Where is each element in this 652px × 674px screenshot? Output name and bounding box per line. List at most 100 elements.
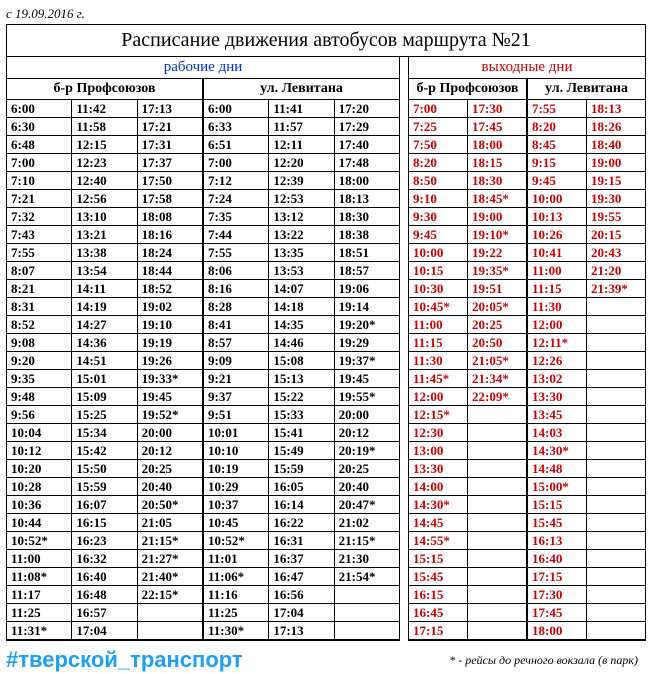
time-cell: 16:23 bbox=[72, 532, 136, 550]
time-cell: 15:25 bbox=[72, 406, 136, 424]
time-cell: 19:19 bbox=[138, 334, 202, 352]
time-cell bbox=[587, 388, 645, 406]
time-cell: 19:26 bbox=[138, 352, 202, 370]
time-cell: 19:00 bbox=[587, 154, 645, 172]
time-cell bbox=[138, 604, 202, 622]
time-cell: 12:11* bbox=[528, 334, 586, 352]
time-cell: 11:00 bbox=[7, 550, 71, 568]
times-block: 6:006:306:487:007:107:217:327:437:558:07… bbox=[7, 100, 202, 640]
time-cell: 18:15 bbox=[468, 154, 526, 172]
weekends-stop-2: ул. Левитана bbox=[526, 79, 645, 100]
time-column: 11:4211:5812:1512:2312:4012:5613:1013:21… bbox=[71, 100, 136, 640]
time-cell: 14:11 bbox=[72, 280, 136, 298]
time-cell bbox=[587, 478, 645, 496]
time-cell: 18:08 bbox=[138, 208, 202, 226]
time-cell bbox=[587, 568, 645, 586]
time-cell: 13:00 bbox=[409, 442, 467, 460]
time-cell: 10:37 bbox=[204, 496, 268, 514]
time-cell: 17:30 bbox=[468, 100, 526, 118]
time-cell: 18:30 bbox=[468, 172, 526, 190]
time-column: 17:2017:2917:4017:4818:0018:1318:3018:38… bbox=[334, 100, 399, 640]
time-cell: 20:40 bbox=[335, 478, 399, 496]
time-cell: 21:40* bbox=[138, 568, 202, 586]
time-cell: 12:56 bbox=[72, 190, 136, 208]
time-cell: 20:50 bbox=[468, 334, 526, 352]
time-cell: 9:45 bbox=[409, 226, 467, 244]
time-cell: 18:30 bbox=[335, 208, 399, 226]
time-cell: 12:15* bbox=[409, 406, 467, 424]
time-cell: 11:16 bbox=[204, 586, 268, 604]
time-cell: 13:21 bbox=[72, 226, 136, 244]
time-cell: 12:23 bbox=[72, 154, 136, 172]
time-cell: 20:05* bbox=[468, 298, 526, 316]
time-cell: 19:33* bbox=[138, 370, 202, 388]
time-cell: 17:29 bbox=[335, 118, 399, 136]
time-cell: 7:00 bbox=[409, 100, 467, 118]
time-cell: 14:36 bbox=[72, 334, 136, 352]
time-cell: 11:58 bbox=[72, 118, 136, 136]
time-cell: 19:55 bbox=[587, 208, 645, 226]
time-cell: 12:53 bbox=[269, 190, 333, 208]
workdays-block: рабочие дни б-р Профсоюзов ул. Левитана … bbox=[6, 57, 400, 641]
time-cell: 10:13 bbox=[528, 208, 586, 226]
time-cell: 10:29 bbox=[204, 478, 268, 496]
time-cell: 15:42 bbox=[72, 442, 136, 460]
time-cell: 19:55* bbox=[335, 388, 399, 406]
time-cell: 10:20 bbox=[7, 460, 71, 478]
time-cell: 16:48 bbox=[72, 586, 136, 604]
time-cell: 20:12 bbox=[138, 442, 202, 460]
time-cell bbox=[468, 478, 526, 496]
time-cell: 8:06 bbox=[204, 262, 268, 280]
time-cell: 11:17 bbox=[7, 586, 71, 604]
time-cell: 19:10 bbox=[138, 316, 202, 334]
time-cell: 9:09 bbox=[204, 352, 268, 370]
time-cell: 16:45 bbox=[409, 604, 467, 622]
time-cell bbox=[587, 586, 645, 604]
time-cell: 11:06* bbox=[204, 568, 268, 586]
time-cell: 15:50 bbox=[72, 460, 136, 478]
time-cell: 19:45 bbox=[335, 370, 399, 388]
time-cell bbox=[335, 604, 399, 622]
workdays-stop-1: б-р Профсоюзов bbox=[7, 79, 202, 100]
time-cell: 15:13 bbox=[269, 370, 333, 388]
time-cell: 10:36 bbox=[7, 496, 71, 514]
time-cell: 11:31* bbox=[7, 622, 71, 640]
time-cell: 11:30 bbox=[409, 352, 467, 370]
time-cell: 21:05* bbox=[468, 352, 526, 370]
workdays-header: рабочие дни bbox=[7, 57, 399, 79]
times-block: 6:006:336:517:007:127:247:357:447:558:06… bbox=[202, 100, 399, 640]
time-cell bbox=[468, 568, 526, 586]
time-cell: 10:41 bbox=[528, 244, 586, 262]
time-cell: 16:47 bbox=[269, 568, 333, 586]
time-cell: 10:00 bbox=[528, 190, 586, 208]
time-cell bbox=[587, 352, 645, 370]
time-cell: 8:45 bbox=[528, 136, 586, 154]
time-cell: 12:20 bbox=[269, 154, 333, 172]
time-cell: 9:51 bbox=[204, 406, 268, 424]
time-cell bbox=[587, 298, 645, 316]
time-cell: 10:45 bbox=[204, 514, 268, 532]
time-cell: 16:37 bbox=[269, 550, 333, 568]
time-cell: 19:20* bbox=[335, 316, 399, 334]
time-cell bbox=[468, 424, 526, 442]
time-cell: 17:20 bbox=[335, 100, 399, 118]
time-cell: 11:00 bbox=[409, 316, 467, 334]
time-cell: 14:35 bbox=[269, 316, 333, 334]
time-cell: 21:39* bbox=[587, 280, 645, 298]
time-cell: 7:44 bbox=[204, 226, 268, 244]
time-cell: 14:30* bbox=[528, 442, 586, 460]
workdays-stop-2: ул. Левитана bbox=[202, 79, 399, 100]
time-cell: 16:15 bbox=[72, 514, 136, 532]
time-cell: 17:40 bbox=[335, 136, 399, 154]
time-cell: 7:43 bbox=[7, 226, 71, 244]
time-cell: 11:30 bbox=[528, 298, 586, 316]
weekends-stop-1: б-р Профсоюзов bbox=[409, 79, 526, 100]
time-cell: 18:00 bbox=[335, 172, 399, 190]
time-cell: 7:32 bbox=[7, 208, 71, 226]
time-cell: 6:00 bbox=[7, 100, 71, 118]
time-cell: 13:10 bbox=[72, 208, 136, 226]
time-cell: 19:22 bbox=[468, 244, 526, 262]
time-cell bbox=[468, 514, 526, 532]
time-cell: 6:30 bbox=[7, 118, 71, 136]
time-cell: 13:22 bbox=[269, 226, 333, 244]
